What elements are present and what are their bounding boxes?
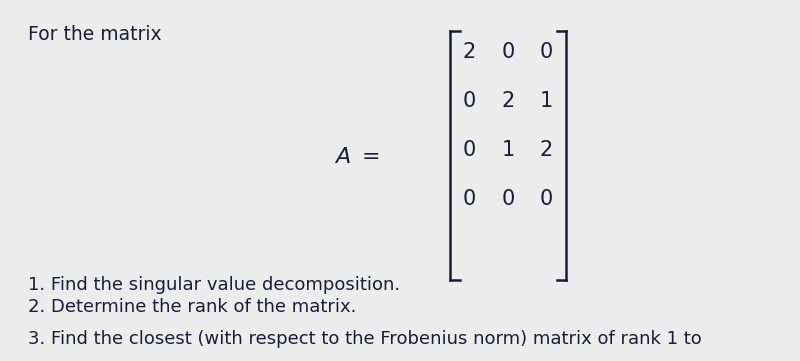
- Text: 0: 0: [463, 91, 476, 111]
- Text: 0: 0: [502, 42, 514, 62]
- Text: 0: 0: [540, 42, 553, 62]
- Text: 1: 1: [540, 91, 553, 111]
- Text: 3. Find the closest (with respect to the Frobenius norm) matrix of rank 1 to: 3. Find the closest (with respect to the…: [28, 330, 707, 348]
- Text: 2: 2: [502, 91, 514, 111]
- Text: For the matrix: For the matrix: [28, 25, 162, 44]
- Text: 0: 0: [463, 140, 476, 160]
- Text: $A\ =$: $A\ =$: [334, 147, 380, 167]
- Text: 0: 0: [540, 188, 553, 209]
- Text: 0: 0: [502, 188, 514, 209]
- Text: 2. Determine the rank of the matrix.: 2. Determine the rank of the matrix.: [28, 298, 356, 316]
- Text: 2: 2: [463, 42, 476, 62]
- Text: 0: 0: [463, 188, 476, 209]
- Text: 1: 1: [502, 140, 514, 160]
- Text: 1. Find the singular value decomposition.: 1. Find the singular value decomposition…: [28, 276, 400, 294]
- Text: 2: 2: [540, 140, 553, 160]
